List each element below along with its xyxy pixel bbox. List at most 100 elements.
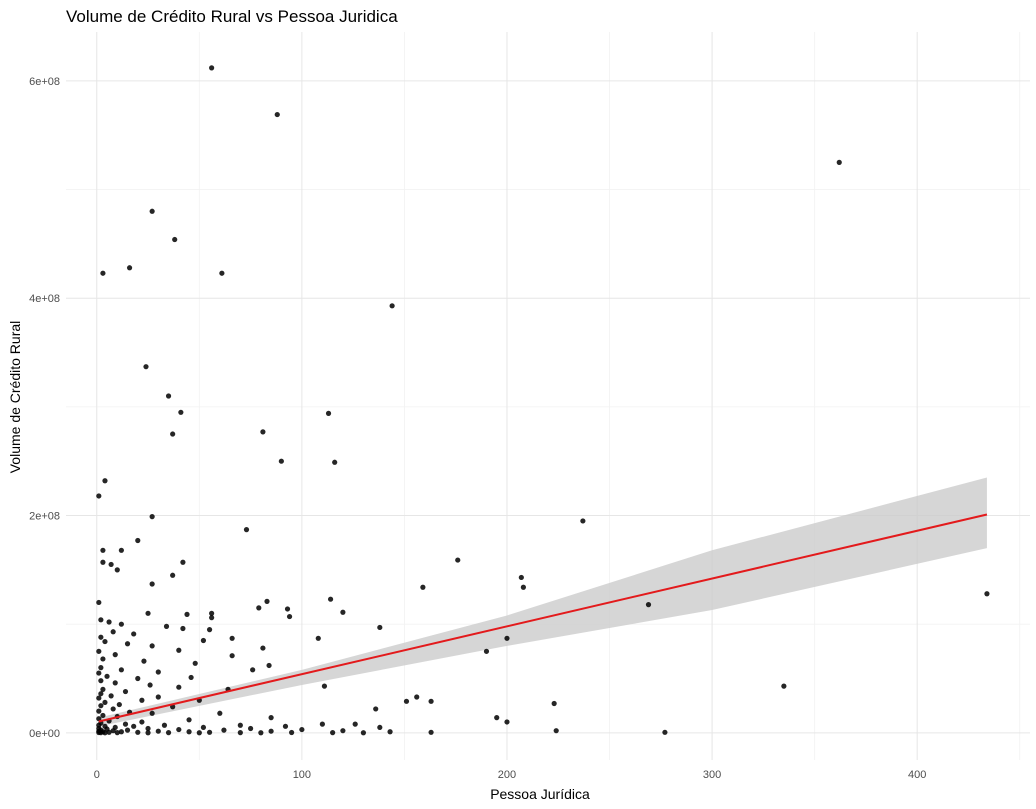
data-point (100, 656, 106, 662)
data-point (165, 393, 172, 399)
data-point (100, 270, 106, 276)
data-point (192, 660, 198, 666)
data-point (200, 724, 207, 731)
data-point (282, 723, 289, 729)
data-point (108, 561, 114, 568)
data-point (206, 627, 213, 633)
data-point (145, 730, 151, 736)
data-point (325, 410, 332, 416)
data-point (149, 643, 155, 649)
data-point (268, 715, 274, 721)
data-point (289, 729, 295, 736)
data-point (155, 728, 161, 734)
data-point (118, 667, 124, 673)
data-point (352, 721, 358, 727)
data-point (161, 722, 168, 728)
data-point (186, 729, 192, 735)
data-point (662, 729, 668, 735)
data-point (114, 567, 120, 573)
data-point (100, 547, 106, 553)
data-point (100, 712, 106, 719)
data-point (131, 631, 137, 637)
data-point (98, 617, 104, 623)
data-point (102, 699, 108, 706)
data-point (389, 303, 395, 309)
x-tick-label: 0 (94, 769, 100, 781)
data-point (176, 647, 182, 653)
data-point (110, 629, 116, 635)
data-point (100, 559, 106, 565)
data-point (387, 729, 393, 735)
data-point (455, 557, 461, 563)
data-point (180, 625, 186, 632)
data-point (165, 730, 172, 736)
y-tick-label: 4e+08 (29, 293, 60, 305)
data-point (321, 683, 328, 689)
data-point (135, 537, 141, 544)
data-point (258, 730, 264, 736)
data-point (256, 605, 262, 611)
data-point (112, 680, 118, 686)
data-point (170, 431, 176, 437)
y-axis-label: Volume de Crédito Rural (7, 321, 23, 474)
data-point (100, 686, 106, 692)
data-point (102, 478, 108, 484)
data-point (264, 598, 270, 604)
data-point (131, 723, 137, 729)
data-point (110, 728, 116, 734)
data-point (149, 710, 155, 716)
data-point (217, 710, 223, 716)
data-point (229, 635, 235, 641)
y-tick-label: 2e+08 (29, 511, 60, 523)
data-point (377, 724, 383, 731)
regression-line-group (98, 513, 988, 723)
data-point (126, 265, 133, 271)
data-point (332, 459, 338, 465)
data-point (135, 729, 141, 735)
data-point (984, 591, 990, 597)
confidence-interval-band (98, 477, 987, 727)
x-tick-label: 200 (498, 769, 516, 781)
x-tick-label: 100 (293, 769, 311, 781)
data-point (124, 727, 131, 733)
data-point (104, 673, 110, 679)
data-point (155, 694, 161, 700)
data-point (520, 584, 526, 590)
data-point (330, 730, 336, 736)
data-point (260, 645, 266, 651)
data-point (274, 111, 280, 118)
data-point (98, 634, 104, 640)
data-point (139, 719, 145, 725)
data-point (781, 683, 787, 689)
data-point (184, 611, 190, 618)
data-point (221, 727, 227, 733)
data-point (206, 729, 213, 735)
data-point (98, 691, 104, 697)
data-point (377, 624, 383, 631)
data-point (96, 670, 102, 676)
data-point (118, 729, 124, 735)
data-point (149, 514, 155, 520)
data-point (98, 730, 104, 736)
data-point (284, 606, 291, 612)
data-point (122, 721, 129, 727)
data-point (155, 669, 161, 675)
chart-title: Volume de Crédito Rural vs Pessoa Juridi… (66, 7, 398, 26)
data-point (580, 518, 586, 524)
data-point (266, 662, 272, 669)
data-point (403, 698, 410, 704)
data-point (286, 613, 293, 620)
confidence-band (98, 477, 987, 727)
data-point (163, 623, 170, 629)
data-point (147, 682, 153, 688)
data-point (149, 208, 155, 214)
data-point (96, 708, 102, 714)
data-point (98, 678, 104, 684)
data-point (414, 694, 420, 700)
data-point (483, 648, 490, 654)
data-point (186, 717, 192, 723)
data-point (645, 602, 652, 608)
data-point (428, 698, 434, 704)
data-point (96, 493, 102, 499)
